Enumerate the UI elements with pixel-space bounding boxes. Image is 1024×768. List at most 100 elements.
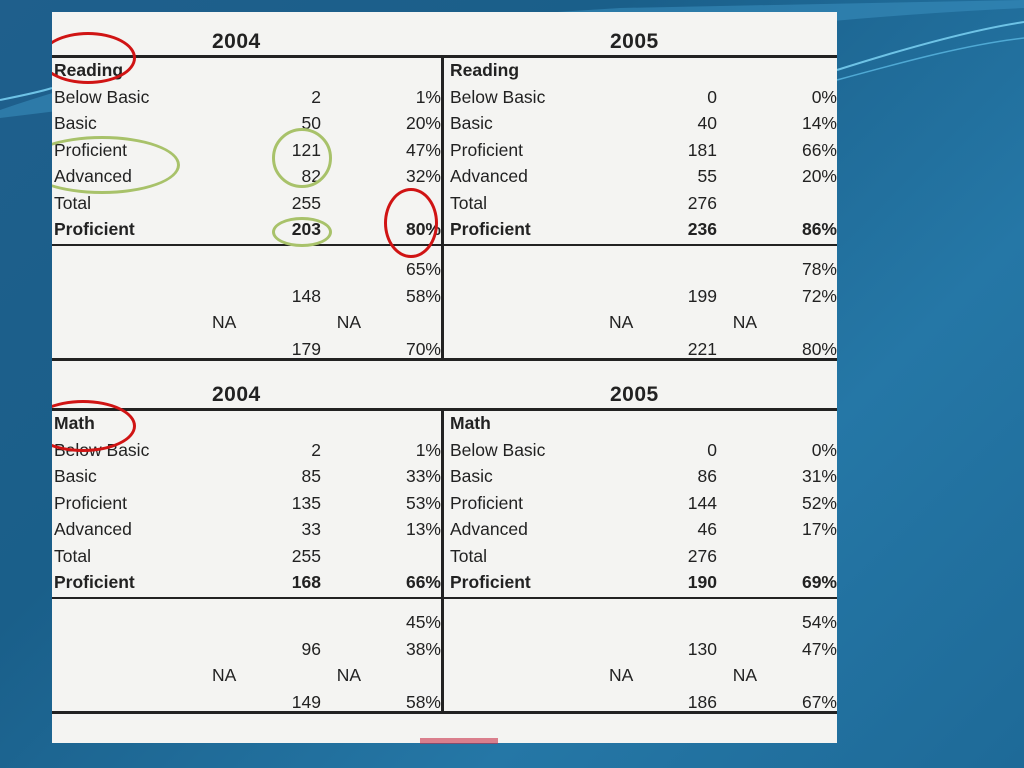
extra-count: 149 (291, 691, 321, 712)
extra-percent: 78% (801, 259, 837, 279)
row-count: 255 (291, 545, 321, 566)
row-count: 276 (687, 545, 717, 566)
row-percent: 33% (405, 466, 441, 486)
row-count: 181 (687, 139, 717, 160)
row-count: 33 (301, 519, 321, 539)
na-value: NA (609, 312, 634, 332)
extra-count: NA (336, 665, 361, 685)
na-value: NA (212, 312, 237, 332)
year-header-left: 2004 (212, 383, 261, 406)
extra-count: 130 (687, 638, 717, 659)
extra-percent: 72% (801, 285, 837, 306)
row-percent: 17% (801, 519, 837, 539)
row-percent: 66% (801, 139, 837, 160)
extra-percent: 54% (801, 612, 837, 632)
row-percent: 0% (811, 439, 837, 460)
row-label: Total (54, 545, 91, 566)
row-percent: 53% (405, 492, 441, 513)
row-count: 40 (697, 113, 717, 133)
row-count: 168 (291, 572, 321, 592)
extra-count: 199 (687, 285, 717, 306)
reading-title-circle (52, 32, 136, 84)
row-label: Below Basic (54, 86, 150, 107)
extra-count: 221 (687, 338, 717, 359)
row-percent: 1% (415, 86, 441, 107)
count-circle (272, 128, 332, 188)
red-mark (420, 738, 498, 744)
row-count: 55 (697, 166, 717, 186)
row-label: Basic (54, 466, 97, 486)
row-count: 2 (311, 439, 321, 460)
row-count: 0 (707, 439, 717, 460)
row-percent: 66% (405, 572, 441, 592)
row-label: Below Basic (450, 86, 546, 107)
row-label: Total (450, 545, 487, 566)
row-percent: 31% (801, 466, 837, 486)
extra-count: 179 (291, 338, 321, 359)
math-title-circle (52, 400, 136, 452)
extra-count: NA (336, 312, 361, 332)
extra-percent: 47% (801, 638, 837, 659)
row-count: 144 (687, 492, 717, 513)
extra-count: 186 (687, 691, 717, 712)
year-header-right: 2005 (610, 30, 659, 53)
row-label: Proficient (450, 139, 523, 160)
row-count: 86 (697, 466, 717, 486)
row-percent: 86% (801, 219, 837, 239)
row-label: Proficient (54, 572, 135, 592)
row-label: Proficient (450, 492, 523, 513)
row-percent: 20% (801, 166, 837, 186)
scanned-score-table: 2004 2005 Reading Reading Below Basic 2 1% Basi… (52, 12, 837, 743)
row-count: 85 (301, 466, 321, 486)
extra-percent: 65% (405, 259, 441, 279)
row-label: Proficient (54, 492, 127, 513)
proficient-advanced-circle (52, 136, 180, 194)
section-bottom-rule (52, 358, 837, 361)
row-percent: 0% (811, 86, 837, 107)
subject-title-right: Reading (450, 60, 520, 80)
na-value: NA (212, 665, 237, 685)
row-label: Basic (54, 113, 97, 133)
year-header-right: 2005 (610, 383, 659, 406)
year-header-left: 2004 (212, 30, 261, 53)
row-label: Total (54, 192, 91, 213)
row-count: 46 (697, 519, 717, 539)
proficient-total-circle (272, 217, 332, 247)
row-label: Basic (450, 113, 493, 133)
proficient-rule (52, 244, 837, 246)
row-label: Proficient (450, 572, 531, 592)
extra-percent: 70% (405, 338, 441, 359)
subject-title-right: Math (450, 413, 491, 433)
column-divider (441, 411, 444, 711)
row-label: Proficient (450, 219, 531, 239)
row-label: Proficient (54, 219, 135, 239)
row-label: Advanced (54, 519, 132, 539)
proficient-rule (52, 597, 837, 599)
row-percent: 32% (405, 166, 441, 186)
extra-count: 148 (291, 285, 321, 306)
row-percent: 14% (801, 113, 837, 133)
extra-percent: 38% (405, 638, 441, 659)
column-divider (441, 58, 444, 358)
row-count: 135 (291, 492, 321, 513)
row-percent: 52% (801, 492, 837, 513)
extra-percent: 45% (405, 612, 441, 632)
row-count: 190 (687, 572, 717, 592)
extra-percent: 58% (405, 285, 441, 306)
row-count: 276 (687, 192, 717, 213)
section-bottom-rule (52, 711, 837, 714)
na-value: NA (609, 665, 634, 685)
extra-count: NA (732, 312, 757, 332)
header-rule (52, 55, 837, 58)
extra-count: 96 (301, 638, 321, 659)
extra-percent: 67% (801, 691, 837, 712)
row-label: Advanced (450, 519, 528, 539)
row-percent: 1% (415, 439, 441, 460)
row-label: Below Basic (450, 439, 546, 460)
row-percent: 13% (405, 519, 441, 539)
row-count: 0 (707, 86, 717, 107)
row-label: Basic (450, 466, 493, 486)
extra-percent: 80% (801, 338, 837, 359)
row-percent: 47% (405, 139, 441, 160)
row-count: 2 (311, 86, 321, 107)
